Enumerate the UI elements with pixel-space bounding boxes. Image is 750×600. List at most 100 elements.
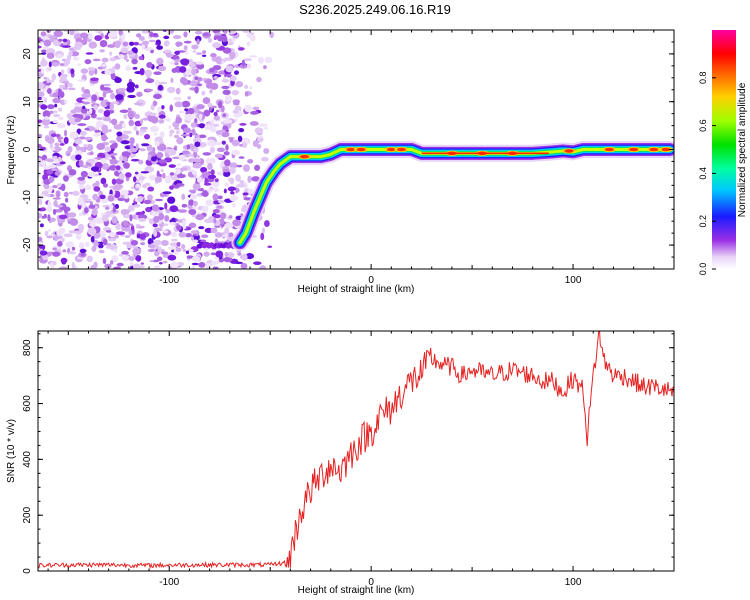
noise-blob (236, 164, 243, 168)
noise-blob (192, 239, 199, 243)
noise-blob (79, 32, 88, 38)
noise-blob (57, 156, 62, 162)
noise-blob (146, 217, 151, 221)
noise-blob (109, 51, 113, 56)
noise-blob (137, 214, 148, 220)
noise-blob (151, 204, 160, 212)
noise-blob (43, 183, 50, 190)
colorbar-tick-label: 0.2 (698, 215, 708, 228)
noise-blob (173, 59, 182, 63)
noise-blob (63, 40, 68, 47)
noise-blob (118, 172, 125, 180)
noise-blob (45, 66, 51, 72)
noise-blob (152, 34, 159, 38)
noise-blob (128, 41, 135, 46)
noise-blob (115, 222, 121, 230)
noise-blob (129, 147, 138, 153)
noise-blob (168, 164, 176, 168)
ridge-hotspot-core (629, 147, 639, 152)
noise-blob (237, 252, 242, 256)
noise-blob (121, 151, 131, 157)
noise-blob (162, 260, 168, 264)
noise-blob (197, 76, 203, 82)
noise-blob (107, 32, 118, 39)
noise-blob (227, 252, 235, 258)
noise-blob (244, 91, 249, 97)
noise-blob (189, 194, 197, 200)
noise-blob (215, 141, 222, 146)
noise-blob (194, 117, 198, 124)
snr-y-ticks: 0 200 400 600 800 (22, 333, 674, 574)
noise-blob (166, 86, 176, 94)
noise-blob (50, 168, 57, 171)
noise-blob (121, 35, 125, 43)
noise-blob (209, 126, 217, 133)
noise-blob (122, 130, 132, 135)
noise-blob (91, 94, 98, 102)
noise-blob (77, 63, 81, 66)
noise-blob (82, 105, 86, 110)
noise-blob (232, 190, 236, 198)
noise-blob (119, 155, 123, 162)
noise-blob (253, 261, 262, 265)
noise-blob (101, 164, 109, 170)
noise-blob (229, 162, 238, 169)
noise-blob (137, 195, 144, 203)
noise-blob (121, 250, 129, 255)
noise-blob (175, 116, 183, 124)
noise-blob (164, 202, 168, 210)
noise-blob (94, 68, 98, 75)
noise-blob (74, 149, 83, 156)
noise-blob (135, 187, 140, 192)
noise-blob (62, 80, 70, 84)
noise-blob (192, 158, 202, 163)
noise-blob (95, 180, 100, 187)
noise-blob (163, 40, 169, 47)
noise-blob (196, 176, 203, 183)
noise-blob (180, 134, 191, 137)
noise-blob (213, 111, 218, 117)
colorbar-tick-label: 0.0 (698, 263, 708, 276)
noise-blob (126, 81, 136, 89)
ridge-hotspot-core (564, 149, 574, 153)
noise-blob (56, 183, 63, 187)
noise-blob (130, 158, 140, 162)
noise-blob (38, 244, 46, 249)
noise-blob (135, 143, 139, 151)
noise-blob (41, 49, 47, 53)
noise-blob (64, 129, 68, 137)
noise-blob (54, 209, 63, 213)
noise-blob (153, 132, 158, 136)
noise-blob (182, 127, 192, 134)
noise-blob (90, 264, 97, 269)
noise-blob (41, 118, 51, 126)
noise-blob (48, 61, 52, 68)
noise-blob (115, 93, 124, 101)
noise-blob (56, 54, 63, 58)
noise-blob (136, 33, 142, 38)
noise-blob (118, 253, 124, 257)
noise-blob (116, 131, 123, 137)
noise-blob (108, 164, 118, 171)
noise-blob (183, 45, 188, 51)
noise-blob (54, 103, 58, 108)
noise-blob (216, 147, 226, 153)
noise-blob (40, 59, 48, 67)
noise-blob (210, 260, 220, 265)
noise-blob (75, 154, 82, 161)
noise-blob (146, 61, 153, 69)
noise-blob (100, 84, 105, 91)
noise-blob (213, 115, 221, 121)
noise-blob (222, 236, 226, 239)
noise-blob (242, 142, 247, 149)
noise-blob (94, 129, 102, 133)
noise-blob (169, 172, 175, 176)
noise-blob (162, 172, 166, 179)
noise-blob (141, 30, 151, 34)
noise-blob (47, 200, 52, 209)
noise-blob (209, 67, 215, 73)
noise-blob (112, 266, 122, 269)
noise-blob (38, 119, 43, 124)
colorbar-gradient (712, 30, 736, 269)
